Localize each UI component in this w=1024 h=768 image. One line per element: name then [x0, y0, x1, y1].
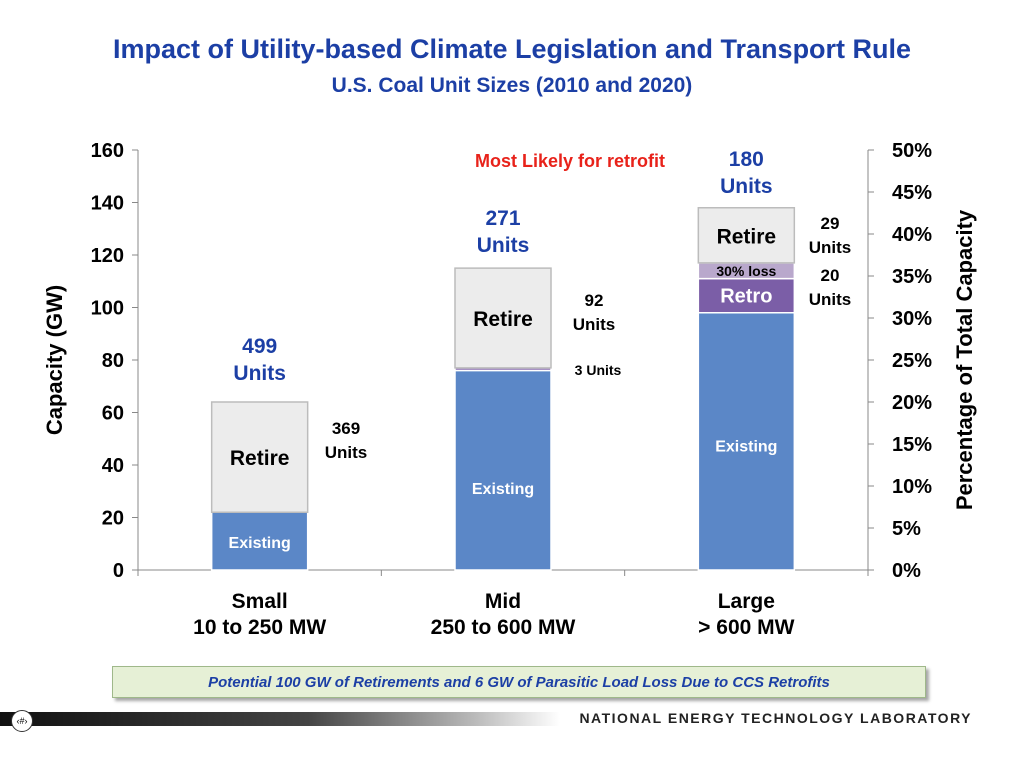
y-tick-label-left: 120 [91, 245, 124, 267]
bar-segment-retire [697, 207, 796, 264]
x-tick-label: Mid 250 to 600 MW [431, 590, 576, 639]
footer-bar [0, 712, 560, 726]
bar-label-existing: Existing [715, 439, 777, 456]
stacked-bar-chart: 0 20 40 60 80 100 120 140 160 0% 5% 10% 15% 20% 25% 30%… [42, 117, 977, 639]
y-axis-title-left: Capacity (GW) [42, 285, 67, 435]
y-tick-label-left: 160 [91, 140, 124, 162]
y-tick-label-right: 25% [892, 350, 932, 372]
y-tick-label-left: 40 [102, 455, 124, 477]
slide-number-badge: ‹#› [11, 710, 33, 732]
bar-segment-existing [454, 369, 552, 571]
y-tick-label-left: 100 [91, 298, 124, 320]
y-tick-label-left: 60 [102, 403, 124, 425]
unit-count-annotation: 92 Units [573, 291, 616, 334]
bar-label-existing: Existing [472, 481, 534, 498]
slide-number-text: ‹#› [16, 716, 28, 726]
retrofit-range-label: Most Likely for retrofit [475, 151, 665, 171]
bar-segment-retro [697, 277, 796, 314]
unit-count-annotation: 29 Units [809, 214, 852, 257]
bar-label-retro: Retro [720, 286, 772, 308]
chart-title: Impact of Utility-based Climate Legislat… [112, 34, 912, 64]
x-tick-label: Small 10 to 250 MW [193, 590, 326, 639]
y-tick-label-right: 20% [892, 392, 932, 414]
organization-wordmark: NATIONAL ENERGY TECHNOLOGY LABORATORY [579, 710, 972, 726]
y-tick-label-right: 15% [892, 434, 932, 456]
y-tick-label-right: 30% [892, 308, 932, 330]
y-axis-title-right: Percentage of Total Capacity [952, 209, 977, 510]
unit-count-annotation: 3 Units [575, 362, 622, 378]
x-tick-label: Large > 600 MW [698, 590, 794, 639]
retirement-callout-box: Potential 100 GW of Retirements and 6 GW… [112, 666, 926, 698]
y-tick-label-right: 45% [892, 182, 932, 204]
bar-total-units-label: 499 Units [233, 335, 286, 385]
bar-label-retire: Retire [717, 225, 777, 248]
bar-label-retire: Retire [473, 308, 533, 331]
bar-segment-existing [697, 312, 796, 571]
bar-label-existing: Existing [229, 535, 291, 552]
bar-label-retire: Retire [230, 447, 290, 470]
y-tick-label-right: 50% [892, 140, 932, 162]
bar-segment-existing [210, 511, 309, 571]
bar-total-units-label: 271 Units [477, 207, 530, 257]
unit-count-annotation: 20 Units [809, 266, 852, 309]
y-tick-label-right: 35% [892, 266, 932, 288]
callout-text: Potential 100 GW of Retirements and 6 GW… [208, 673, 830, 691]
bar-segment-retire [210, 401, 309, 513]
bar-total-units-label: 180 Units [720, 148, 773, 198]
y-tick-label-left: 0 [113, 560, 124, 582]
bar-segment-retire [454, 267, 552, 369]
y-tick-label-right: 10% [892, 476, 932, 498]
y-tick-label-left: 20 [102, 508, 124, 530]
bar-label-30pct-loss: 30% loss [716, 263, 776, 279]
y-tick-label-right: 0% [892, 560, 921, 582]
y-tick-label-left: 140 [91, 193, 124, 215]
y-tick-label-right: 5% [892, 518, 921, 540]
y-tick-label-left: 80 [102, 350, 124, 372]
chart-subtitle: U.S. Coal Unit Sizes (2010 and 2020) [331, 74, 693, 97]
unit-count-annotation: 369 Units [325, 419, 368, 462]
y-tick-label-right: 40% [892, 224, 932, 246]
